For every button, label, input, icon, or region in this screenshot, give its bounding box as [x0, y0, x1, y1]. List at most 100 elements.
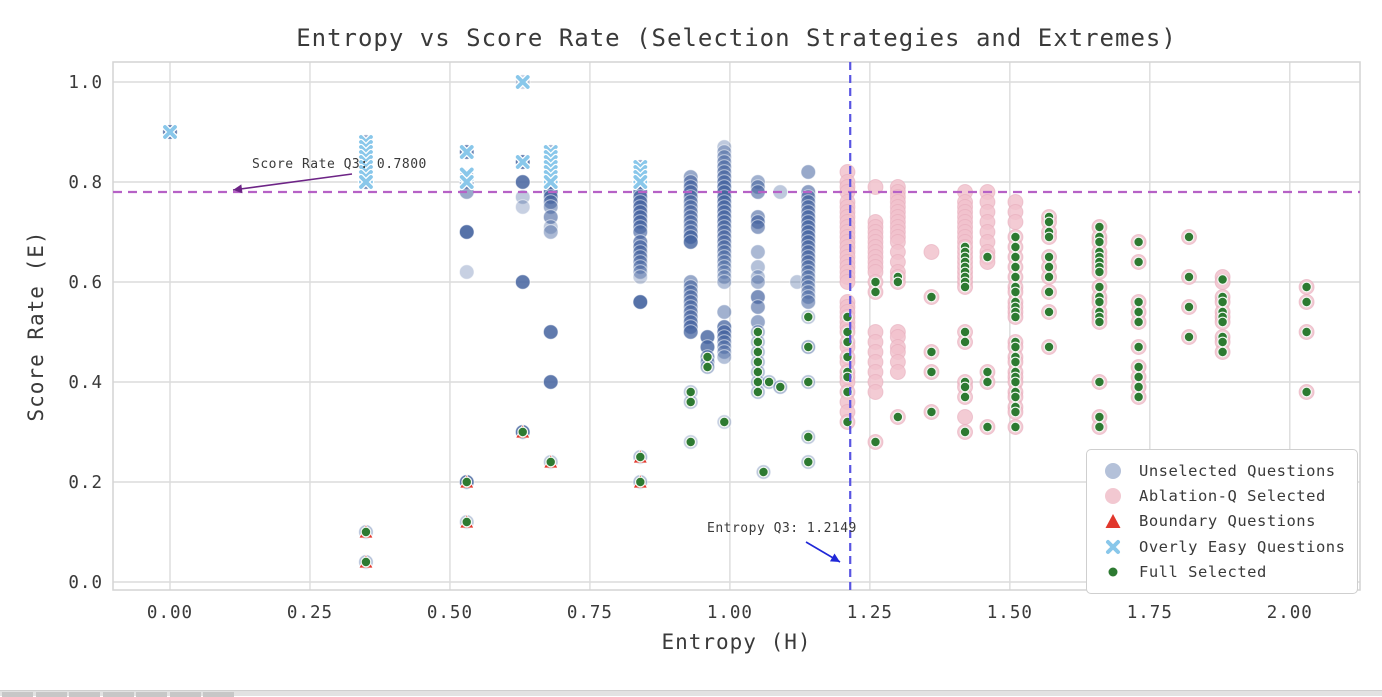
y-axis-label: Score Rate (E) — [24, 230, 48, 422]
scatter-point — [542, 219, 559, 235]
scatter-point — [515, 155, 530, 169]
scatter-point — [982, 376, 993, 388]
x-tick-label: 0.75 — [567, 603, 613, 623]
scatter-point — [752, 356, 764, 368]
scatter-point — [982, 421, 993, 433]
scatter-point — [542, 324, 559, 340]
scatter-point — [1043, 261, 1055, 273]
scatter-point — [702, 361, 713, 373]
scatter-point — [752, 376, 764, 388]
scatter-point — [1094, 221, 1105, 233]
scatter-point — [1183, 271, 1195, 283]
taskbar-segment[interactable] — [203, 692, 234, 697]
scatter-point — [1133, 341, 1145, 353]
scatter-point — [514, 199, 531, 215]
scatter-point — [763, 376, 775, 388]
scatter-point — [685, 396, 697, 408]
scatter-point — [459, 145, 474, 159]
scatter-point — [1183, 231, 1195, 243]
chart-title: Entropy vs Score Rate (Selection Strateg… — [296, 24, 1177, 52]
scatter-point — [542, 374, 559, 390]
scatter-point — [750, 269, 766, 285]
scatter-point — [1010, 406, 1021, 418]
taskbar-segment[interactable] — [169, 692, 201, 697]
scatter-point — [959, 381, 971, 393]
scatter-point — [517, 426, 529, 438]
taskbar-segment[interactable] — [2, 692, 33, 697]
scatter-point — [1133, 306, 1145, 318]
legend-label: Unselected Questions — [1139, 461, 1336, 480]
scatter-point — [1094, 421, 1105, 433]
taskbar-segment[interactable] — [102, 692, 134, 697]
scatter-point — [750, 219, 766, 235]
x-tick-label: 1.25 — [847, 603, 893, 623]
legend-label: Ablation-Q Selected — [1139, 487, 1326, 506]
y-tick-label: 0.0 — [68, 573, 103, 593]
scatter-point — [461, 516, 473, 528]
scatter-point — [774, 381, 786, 393]
legend-item-full-selected: Full Selected — [1087, 560, 1357, 585]
taskbar-strip[interactable] — [0, 690, 1382, 697]
scatter-point — [750, 299, 766, 315]
scatter-point — [800, 164, 817, 180]
scatter-point — [1007, 214, 1024, 230]
x-axis-label: Entropy (H) — [661, 630, 812, 654]
scatter-point — [1094, 296, 1105, 308]
legend-item-boundary: Boundary Questions — [1087, 509, 1357, 534]
scatter-point — [1301, 296, 1312, 308]
legend-item-overly-easy: Overly Easy Questions — [1087, 534, 1357, 559]
scatter-point — [682, 324, 699, 340]
legend: Unselected Questions Ablation-Q Selected… — [1086, 449, 1358, 594]
y-tick-label: 0.2 — [68, 473, 103, 493]
scatter-point — [545, 456, 557, 468]
scatter-point — [716, 304, 733, 320]
scatter-point — [802, 376, 814, 388]
legend-triangle-icon — [1087, 511, 1139, 531]
scatter-point — [959, 326, 971, 338]
legend-label: Boundary Questions — [1139, 512, 1316, 531]
scatter-point — [870, 286, 881, 298]
scatter-point — [1094, 411, 1105, 423]
scatter-point — [360, 556, 372, 568]
scatter-point — [750, 274, 766, 290]
entropy-q3-arrow-head — [829, 553, 840, 562]
scatter-point — [870, 276, 881, 288]
scatter-point — [923, 244, 940, 260]
scatter-point — [360, 526, 372, 538]
scatter-point — [1217, 346, 1229, 358]
scatter-point — [926, 291, 937, 303]
taskbar-segment[interactable] — [136, 692, 167, 697]
scatter-point — [957, 409, 974, 425]
scatter-point — [982, 251, 993, 263]
legend-x-icon — [1087, 537, 1139, 557]
x-tick-label: 2.00 — [1267, 603, 1313, 623]
legend-item-unselected: Unselected Questions — [1087, 458, 1357, 483]
score-q3-arrow — [232, 173, 353, 191]
scatter-point — [892, 276, 904, 288]
legend-dot-icon — [1087, 562, 1139, 582]
scatter-point — [1010, 341, 1021, 353]
taskbar-segment[interactable] — [35, 692, 67, 697]
scatter-point — [1094, 236, 1105, 248]
scatter-point — [685, 436, 697, 448]
scatter-point — [1010, 231, 1021, 243]
scatter-point — [1217, 316, 1229, 328]
scatter-point — [1010, 376, 1021, 388]
scatter-point — [1301, 281, 1312, 293]
score-rate-q3-annotation: Score Rate Q3: 0.7800 — [252, 157, 427, 172]
scatter-point — [634, 476, 646, 488]
scatter-point — [1133, 361, 1145, 373]
scatter-point — [892, 411, 904, 423]
scatter-point — [1043, 271, 1055, 283]
scatter-point — [752, 326, 764, 338]
scatter-point — [1133, 256, 1145, 268]
scatter-point — [514, 174, 531, 190]
taskbar-segment[interactable] — [69, 692, 100, 697]
legend-label: Full Selected — [1139, 563, 1267, 582]
scatter-point — [632, 264, 649, 280]
scatter-point — [543, 175, 558, 189]
scatter-point — [1010, 241, 1021, 253]
scatter-point — [702, 351, 713, 363]
scatter-point — [752, 336, 764, 348]
